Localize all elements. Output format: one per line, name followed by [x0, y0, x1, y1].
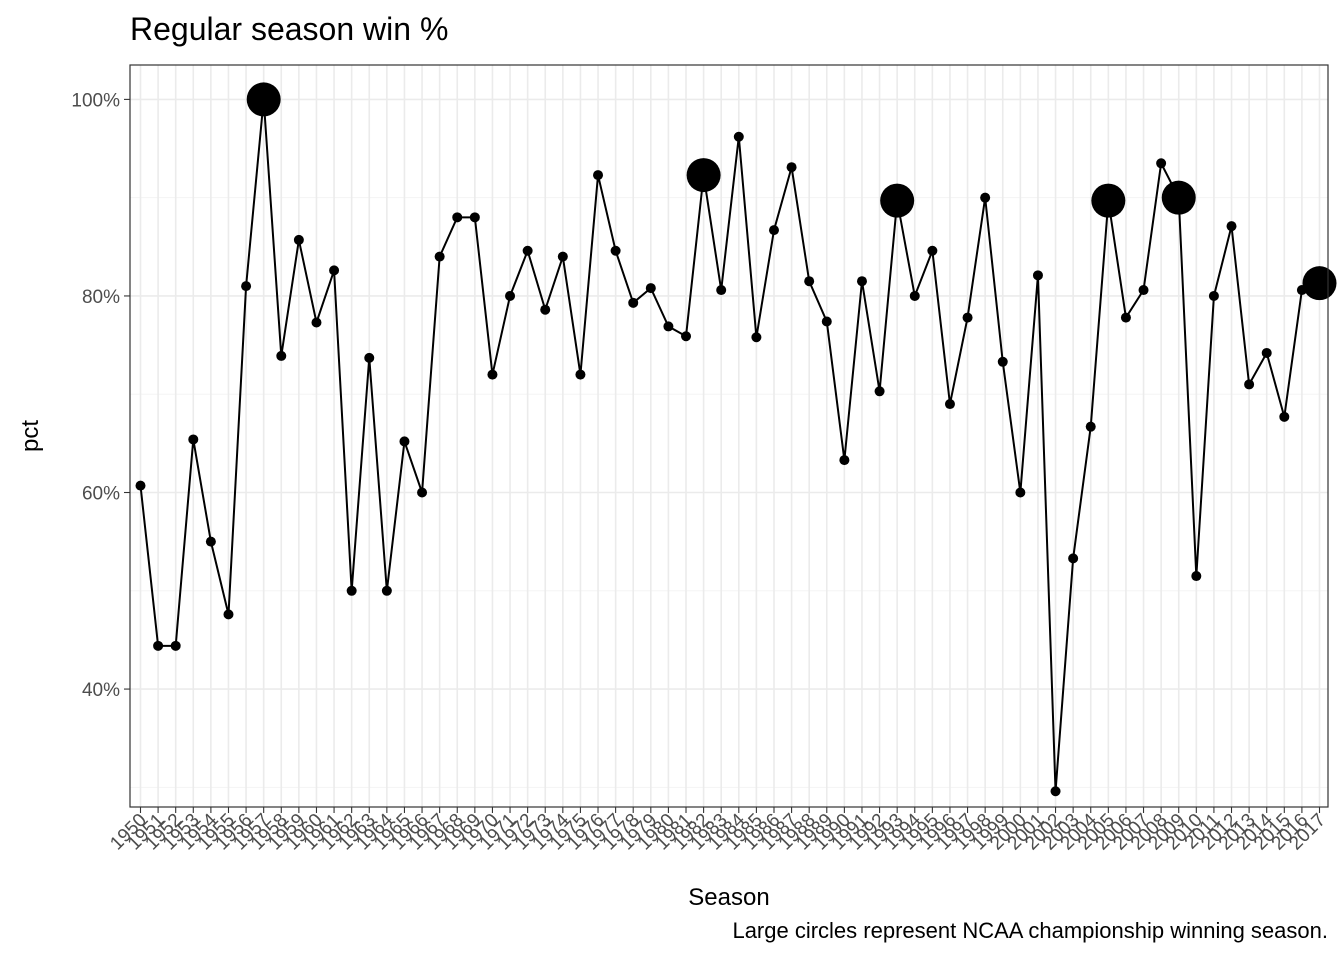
data-point: [997, 356, 1008, 367]
data-point: [944, 399, 955, 410]
data-point: [980, 192, 991, 203]
data-point: [716, 285, 727, 296]
data-point: [839, 455, 850, 466]
data-point: [276, 350, 287, 361]
y-tick-label: 60%: [82, 484, 120, 505]
chart-caption: Large circles represent NCAA championshi…: [732, 918, 1328, 943]
data-point: [540, 304, 551, 315]
data-point: [821, 316, 832, 327]
data-point: [856, 276, 867, 287]
data-point: [1156, 158, 1167, 169]
data-point: [487, 369, 498, 380]
data-point: [505, 290, 516, 301]
data-points: [135, 82, 1337, 797]
data-point: [1085, 421, 1096, 432]
data-point: [399, 436, 410, 447]
data-point: [223, 609, 234, 620]
plot-panel: [129, 64, 1329, 808]
data-point: [962, 312, 973, 323]
data-point: [1050, 786, 1061, 797]
data-point: [874, 386, 885, 397]
data-point: [1279, 411, 1290, 422]
win-pct-line: [139, 99, 1320, 792]
data-point: [1015, 487, 1026, 498]
data-point: [364, 352, 375, 363]
series-line: [139, 99, 1320, 792]
data-point: [786, 162, 797, 173]
data-point: [170, 640, 181, 651]
x-axis-title: Season: [688, 884, 769, 911]
data-point: [346, 585, 357, 596]
data-point: [329, 265, 340, 276]
championship-point: [1161, 180, 1196, 215]
data-point: [804, 276, 815, 287]
data-point: [610, 245, 621, 256]
data-point: [1244, 379, 1255, 390]
data-point: [628, 297, 639, 308]
data-point: [1120, 312, 1131, 323]
data-point: [241, 281, 252, 292]
data-point: [469, 212, 480, 223]
data-point: [681, 331, 692, 342]
data-point: [522, 245, 533, 256]
data-point: [417, 487, 428, 498]
grid: [130, 65, 1328, 807]
data-point: [311, 317, 322, 328]
y-axis: 40% 60% 80% 100%: [71, 90, 130, 701]
data-point: [1068, 553, 1079, 564]
championship-point: [880, 183, 915, 218]
data-point: [575, 369, 586, 380]
data-point: [557, 251, 568, 262]
y-tick-label: 40%: [82, 680, 120, 701]
championship-point: [686, 158, 721, 193]
data-point: [645, 283, 656, 294]
data-point: [1226, 221, 1237, 232]
championship-point: [246, 82, 281, 117]
data-point: [293, 234, 304, 245]
championship-point: [1302, 266, 1337, 301]
data-point: [205, 536, 216, 547]
data-point: [768, 225, 779, 236]
data-point: [135, 480, 146, 491]
data-point: [1208, 290, 1219, 301]
data-point: [153, 640, 164, 651]
data-point: [1138, 285, 1149, 296]
data-point: [733, 131, 744, 142]
data-point: [751, 332, 762, 343]
data-point: [593, 170, 604, 181]
championship-point: [1091, 183, 1126, 218]
y-tick-label: 80%: [82, 287, 120, 308]
data-point: [1261, 347, 1272, 358]
chart-title: Regular season win %: [130, 11, 448, 47]
data-point: [1032, 270, 1043, 281]
data-point: [188, 434, 199, 445]
y-tick-label: 100%: [71, 90, 120, 111]
data-point: [452, 212, 463, 223]
data-point: [434, 251, 445, 262]
data-point: [381, 585, 392, 596]
data-point: [663, 321, 674, 332]
x-axis: 1950195119521953195419551956195719581959…: [106, 807, 1330, 854]
y-axis-title: pct: [17, 420, 44, 452]
data-point: [1191, 571, 1202, 582]
data-point: [909, 290, 920, 301]
data-point: [927, 245, 938, 256]
